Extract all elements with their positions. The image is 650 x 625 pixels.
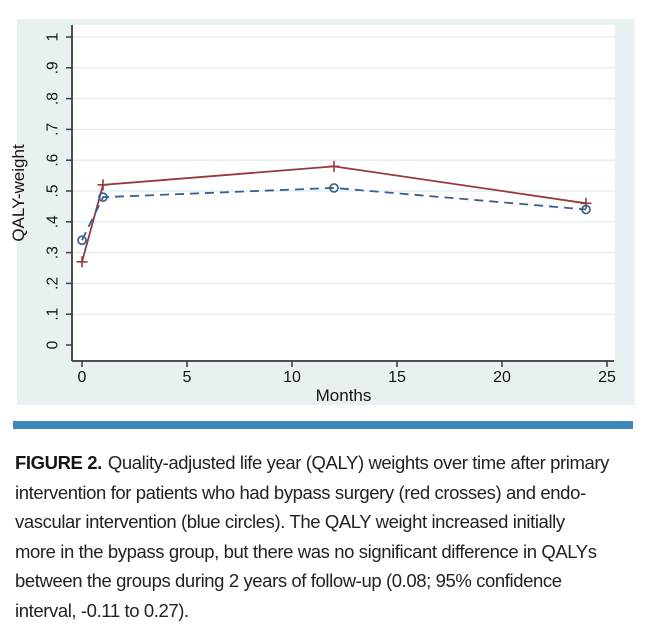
section-divider: [13, 421, 633, 429]
svg-text:10: 10: [283, 369, 301, 386]
svg-text:20: 20: [493, 369, 511, 386]
caption-line: more in the bypass group, but there was …: [15, 537, 639, 567]
svg-text:1: 1: [44, 33, 61, 42]
svg-text:.1: .1: [44, 308, 61, 321]
caption-text: Quality-adjusted life year (QALY) weight…: [108, 452, 609, 473]
caption-line: between the groups during 2 years of fol…: [15, 566, 639, 596]
figure-label: FIGURE 2.: [15, 452, 102, 473]
svg-text:.4: .4: [44, 215, 61, 228]
svg-text:.8: .8: [44, 92, 61, 105]
svg-text:0: 0: [44, 340, 61, 349]
svg-text:.9: .9: [44, 61, 61, 74]
svg-text:.3: .3: [44, 246, 61, 259]
y-axis-title: QALY-weight: [9, 144, 28, 242]
svg-text:5: 5: [183, 369, 192, 386]
svg-text:25: 25: [598, 369, 616, 386]
figure-caption: FIGURE 2. Quality-adjusted life year (QAL…: [15, 448, 639, 625]
caption-line: intervention for patients who had bypass…: [15, 478, 639, 508]
plot-area: [72, 25, 615, 361]
caption-line: FIGURE 2. Quality-adjusted life year (QAL…: [15, 448, 639, 478]
x-axis-title: Months: [316, 386, 372, 405]
caption-line: vascular intervention (blue circles). Th…: [15, 507, 639, 537]
svg-text:.5: .5: [44, 185, 61, 198]
svg-text:.6: .6: [44, 154, 61, 167]
svg-text:15: 15: [388, 369, 406, 386]
caption-line: interval, -0.11 to 0.27).: [15, 596, 639, 625]
svg-text:0: 0: [78, 369, 87, 386]
svg-text:.2: .2: [44, 277, 61, 290]
svg-text:.7: .7: [44, 123, 61, 136]
